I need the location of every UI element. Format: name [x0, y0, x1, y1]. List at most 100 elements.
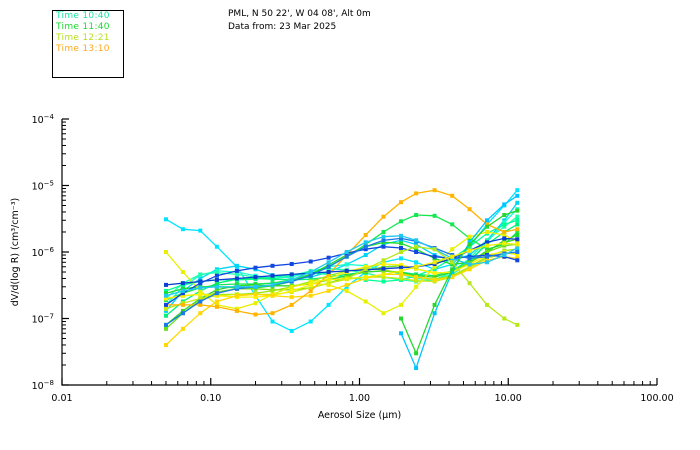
series-marker [414, 351, 419, 356]
series-marker [180, 286, 185, 291]
header-date: Data from: 23 Mar 2025 [228, 22, 337, 32]
x-tick-label: 0.01 [51, 393, 72, 404]
series-marker [180, 227, 185, 232]
series-marker [198, 311, 203, 316]
series-marker [326, 277, 331, 282]
series-marker [502, 222, 507, 227]
series-marker [164, 293, 168, 298]
series-marker [253, 312, 258, 317]
series-marker [467, 242, 472, 247]
series-marker [414, 250, 419, 254]
series-marker [450, 262, 455, 267]
series-marker [399, 316, 403, 321]
series-marker [198, 285, 203, 290]
series-marker [164, 291, 168, 296]
series-marker [214, 299, 219, 304]
series-marker [450, 222, 455, 227]
series-line [400, 209, 518, 356]
series-marker [198, 299, 203, 304]
series-marker [381, 238, 386, 243]
series-marker [289, 295, 294, 300]
series-marker [344, 250, 349, 254]
series-marker [515, 214, 520, 219]
series-marker [414, 244, 419, 249]
series-marker [363, 267, 368, 272]
series-marker [450, 260, 455, 265]
series-marker [399, 272, 403, 277]
series-marker [467, 234, 472, 239]
series-marker [485, 218, 489, 223]
y-tick-label: 10−6 [32, 246, 55, 259]
series-marker [198, 296, 203, 301]
series-marker [502, 224, 507, 229]
series-marker [198, 288, 203, 293]
y-tick-label: 10−5 [32, 180, 54, 193]
series-marker [467, 248, 472, 253]
series-marker [515, 227, 520, 232]
series-marker [289, 262, 294, 266]
series-marker [399, 200, 403, 205]
series-marker [253, 301, 258, 306]
y-axis-label: dV/d(log R) (cm³/cm⁻³) [10, 198, 21, 307]
series-marker [234, 263, 239, 268]
series-marker [180, 311, 185, 316]
series-marker [363, 240, 368, 245]
series-marker [308, 285, 313, 290]
data-series [164, 233, 520, 298]
series-marker [399, 246, 403, 250]
series-marker [399, 233, 403, 238]
series-marker [381, 230, 386, 234]
series-marker [214, 244, 219, 249]
series-marker [344, 254, 349, 259]
series-marker [432, 213, 437, 218]
series-marker [381, 266, 386, 271]
series-marker [381, 275, 386, 280]
series-marker [214, 284, 219, 289]
series-marker [432, 260, 437, 265]
series-marker [164, 306, 168, 311]
series-marker [363, 242, 368, 247]
series-marker [414, 275, 419, 280]
series-marker [308, 259, 313, 264]
legend-entry-2: Time 12:21 [53, 33, 123, 44]
series-marker [164, 343, 168, 347]
series-marker [253, 284, 258, 289]
legend-entry-1: Time 11:40 [53, 22, 123, 33]
series-marker [414, 247, 419, 252]
series-marker [214, 273, 219, 278]
series-marker [214, 287, 219, 292]
series-marker [485, 230, 489, 234]
series-marker [381, 258, 386, 263]
series-marker [399, 262, 403, 267]
series-marker [414, 213, 419, 217]
series-marker [515, 250, 520, 254]
series-marker [308, 282, 313, 287]
series-marker [344, 276, 349, 281]
series-marker [515, 246, 520, 250]
series-marker [326, 302, 331, 307]
series-marker [515, 208, 520, 213]
series-marker [234, 268, 239, 273]
series-marker [502, 316, 507, 321]
series-marker [467, 281, 472, 286]
series-marker [515, 233, 520, 237]
series-marker [363, 299, 368, 304]
series-marker [414, 242, 419, 247]
series-marker [308, 279, 313, 284]
series-marker [381, 272, 386, 277]
series-marker [515, 222, 520, 227]
series-marker [234, 276, 239, 281]
series-marker [164, 288, 168, 293]
series-marker [363, 244, 368, 249]
data-series [308, 241, 520, 284]
series-marker [381, 242, 386, 247]
series-marker [414, 191, 419, 196]
y-tick-label: 10−8 [32, 379, 54, 392]
series-marker [432, 311, 437, 316]
series-marker [432, 264, 437, 269]
series-marker [326, 288, 331, 293]
series-marker [485, 224, 489, 229]
series-marker [180, 291, 185, 296]
series-marker [180, 302, 185, 307]
series-marker [363, 253, 368, 257]
